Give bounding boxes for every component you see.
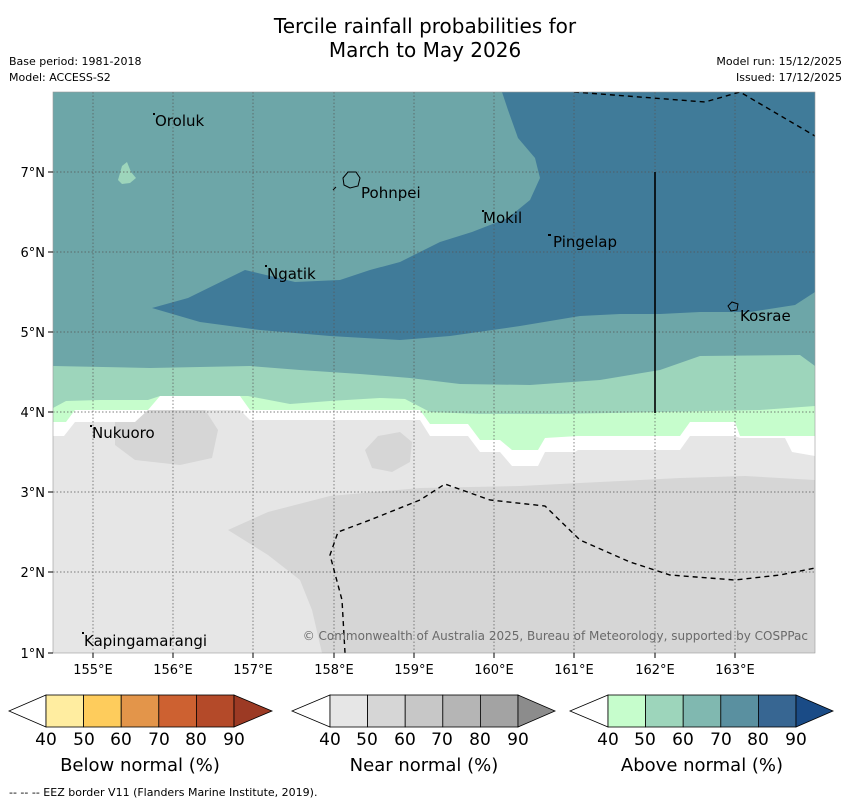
lon-label-160e: 160°E — [474, 663, 514, 678]
below-color-cell-3 — [120, 694, 160, 728]
near-tick-40: 40 — [319, 730, 341, 750]
lon-label-156e: 156°E — [153, 663, 193, 678]
map-canvas: Oroluk Pohnpei Mokil Pingelap Ngatik Kos… — [53, 92, 815, 653]
above-normal-small-patch — [118, 162, 136, 184]
lat-label-3n: 3°N — [21, 486, 46, 501]
lon-label-161e: 161°E — [554, 663, 594, 678]
place-pingelap: Pingelap — [553, 233, 617, 251]
above-tick-50: 50 — [634, 730, 656, 750]
lat-label-2n: 2°N — [21, 566, 46, 581]
near-normal-50-patch-west — [115, 402, 218, 465]
base-period: Base period: 1981-2018 — [9, 55, 142, 68]
place-mokil: Mokil — [483, 209, 522, 227]
above-lower-triangle — [568, 694, 609, 728]
above-normal-70-area — [152, 92, 815, 340]
atoll-marks — [82, 113, 551, 634]
place-pohnpei: Pohnpei — [361, 184, 421, 202]
above-tick-80: 80 — [747, 730, 769, 750]
meta-right: Model run: 15/12/2025 Issued: 17/12/2025 — [716, 54, 842, 86]
above-tick-70: 70 — [710, 730, 732, 750]
below-tick-40: 40 — [35, 730, 57, 750]
place-ngatik: Ngatik — [267, 265, 316, 283]
below-tick-70: 70 — [148, 730, 170, 750]
near-color-cell-5 — [479, 694, 519, 728]
near-color-cell-4 — [442, 694, 481, 728]
place-oroluk: Oroluk — [155, 112, 204, 130]
axis-ticks — [48, 171, 736, 658]
lon-label-159e: 159°E — [394, 663, 434, 678]
map-figure: Oroluk Pohnpei Mokil Pingelap Ngatik Kos… — [21, 91, 816, 678]
kosrae-island-shape — [727, 301, 739, 312]
below-tick-90: 90 — [223, 730, 245, 750]
model-name: Model: ACCESS-S2 — [9, 71, 111, 84]
above-tick-90: 90 — [785, 730, 807, 750]
lat-label-6n: 6°N — [21, 246, 46, 261]
above-color-cell-4 — [720, 694, 759, 728]
pohnpei-island-shape — [342, 171, 361, 189]
map-title: Tercile rainfall probabilities for March… — [0, 14, 850, 62]
above-color-cell-1 — [607, 694, 646, 728]
colorbar-above — [568, 694, 835, 728]
eez-footnote: -- -- -- EEZ border V11 (Flanders Marine… — [9, 786, 318, 799]
near-normal-50-area-south — [228, 476, 815, 653]
above-color-cell-2 — [645, 694, 684, 728]
colorbar-ticks: 40 50 60 70 80 90 40 50 60 70 80 90 40 5… — [0, 730, 850, 754]
eez-border — [329, 92, 815, 653]
title-line-1: Tercile rainfall probabilities for — [273, 14, 577, 38]
lon-label-162e: 162°E — [635, 663, 675, 678]
ant-atoll-mark — [332, 186, 337, 191]
near-normal-title: Near normal (%) — [349, 755, 499, 776]
above-tick-40: 40 — [597, 730, 619, 750]
above-color-cell-5 — [758, 694, 797, 728]
colorbar-near — [290, 694, 557, 728]
model-run: Model run: 15/12/2025 — [716, 55, 842, 68]
lon-label-163e: 163°E — [715, 663, 755, 678]
colorbars — [7, 694, 835, 728]
colorbar-below — [7, 694, 274, 728]
below-color-cell-4 — [158, 694, 197, 728]
near-lower-triangle — [290, 694, 331, 728]
near-normal-50-patch-center — [365, 432, 412, 472]
near-color-cell-1 — [329, 694, 368, 728]
lon-label-158e: 158°E — [314, 663, 354, 678]
below-tick-50: 50 — [73, 730, 95, 750]
meta-left: Base period: 1981-2018 Model: ACCESS-S2 — [9, 54, 141, 86]
above-normal-title: Above normal (%) — [620, 755, 784, 776]
near-tick-70: 70 — [431, 730, 453, 750]
near-tick-80: 80 — [469, 730, 491, 750]
below-upper-triangle — [233, 694, 274, 728]
copyright-notice: © Commonwealth of Australia 2025, Bureau… — [303, 629, 808, 643]
above-upper-triangle — [795, 694, 835, 728]
place-nukuoro: Nukuoro — [92, 424, 155, 442]
near-color-cell-2 — [367, 694, 406, 728]
lat-label-5n: 5°N — [21, 326, 46, 341]
near-color-cell-3 — [404, 694, 444, 728]
lat-label-7n: 7°N — [21, 166, 46, 181]
place-kosrae: Kosrae — [740, 307, 791, 325]
below-tick-80: 80 — [185, 730, 207, 750]
graticule — [53, 92, 815, 653]
above-tick-60: 60 — [672, 730, 694, 750]
lat-label-4n: 4°N — [21, 406, 46, 421]
below-lower-triangle — [7, 694, 47, 728]
below-color-cell-2 — [83, 694, 122, 728]
near-tick-90: 90 — [507, 730, 529, 750]
lon-label-157e: 157°E — [233, 663, 273, 678]
lat-label-1n: 1°N — [21, 647, 46, 662]
below-color-cell-1 — [45, 694, 84, 728]
place-kapingamarangi: Kapingamarangi — [84, 632, 207, 650]
lon-label-155e: 155°E — [73, 663, 113, 678]
near-tick-60: 60 — [394, 730, 416, 750]
below-color-cell-5 — [195, 694, 235, 728]
issued-date: Issued: 17/12/2025 — [735, 71, 842, 84]
near-upper-triangle — [517, 694, 557, 728]
below-tick-60: 60 — [110, 730, 132, 750]
title-line-2: March to May 2026 — [328, 38, 522, 62]
above-color-cell-3 — [682, 694, 722, 728]
below-normal-title: Below normal (%) — [60, 755, 220, 776]
near-tick-50: 50 — [356, 730, 378, 750]
map-frame — [52, 91, 816, 654]
